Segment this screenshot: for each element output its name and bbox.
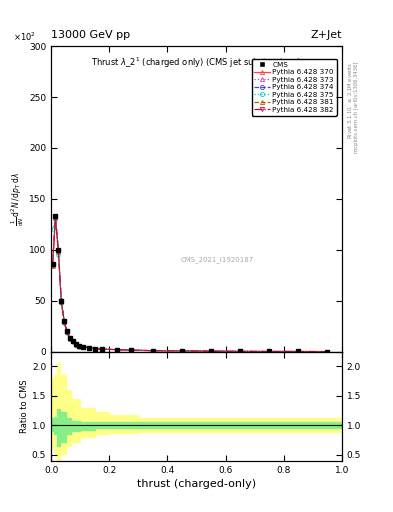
- Y-axis label: Ratio to CMS: Ratio to CMS: [20, 379, 29, 433]
- Text: CMS_2021_I1920187: CMS_2021_I1920187: [180, 257, 253, 263]
- Text: Z+Jet: Z+Jet: [310, 30, 342, 40]
- Text: Rivet 3.1.10, $\geq$ 2.1M events: Rivet 3.1.10, $\geq$ 2.1M events: [347, 61, 354, 139]
- Text: mcplots.cern.ch [arXiv:1306.3436]: mcplots.cern.ch [arXiv:1306.3436]: [354, 61, 359, 153]
- Text: 13000 GeV pp: 13000 GeV pp: [51, 30, 130, 40]
- Text: $\times 10^2$: $\times 10^2$: [13, 31, 36, 43]
- Legend: CMS, Pythia 6.428 370, Pythia 6.428 373, Pythia 6.428 374, Pythia 6.428 375, Pyt: CMS, Pythia 6.428 370, Pythia 6.428 373,…: [252, 59, 337, 116]
- Y-axis label: $\frac{1}{\mathrm{d}N}\,\mathrm{d}^2N\,/\,\mathrm{d}p_\mathrm{T}\,\mathrm{d}\lam: $\frac{1}{\mathrm{d}N}\,\mathrm{d}^2N\,/…: [10, 172, 26, 226]
- X-axis label: thrust (charged-only): thrust (charged-only): [137, 479, 256, 489]
- Text: Thrust $\lambda\_2^1$ (charged only) (CMS jet substructure): Thrust $\lambda\_2^1$ (charged only) (CM…: [92, 55, 301, 70]
